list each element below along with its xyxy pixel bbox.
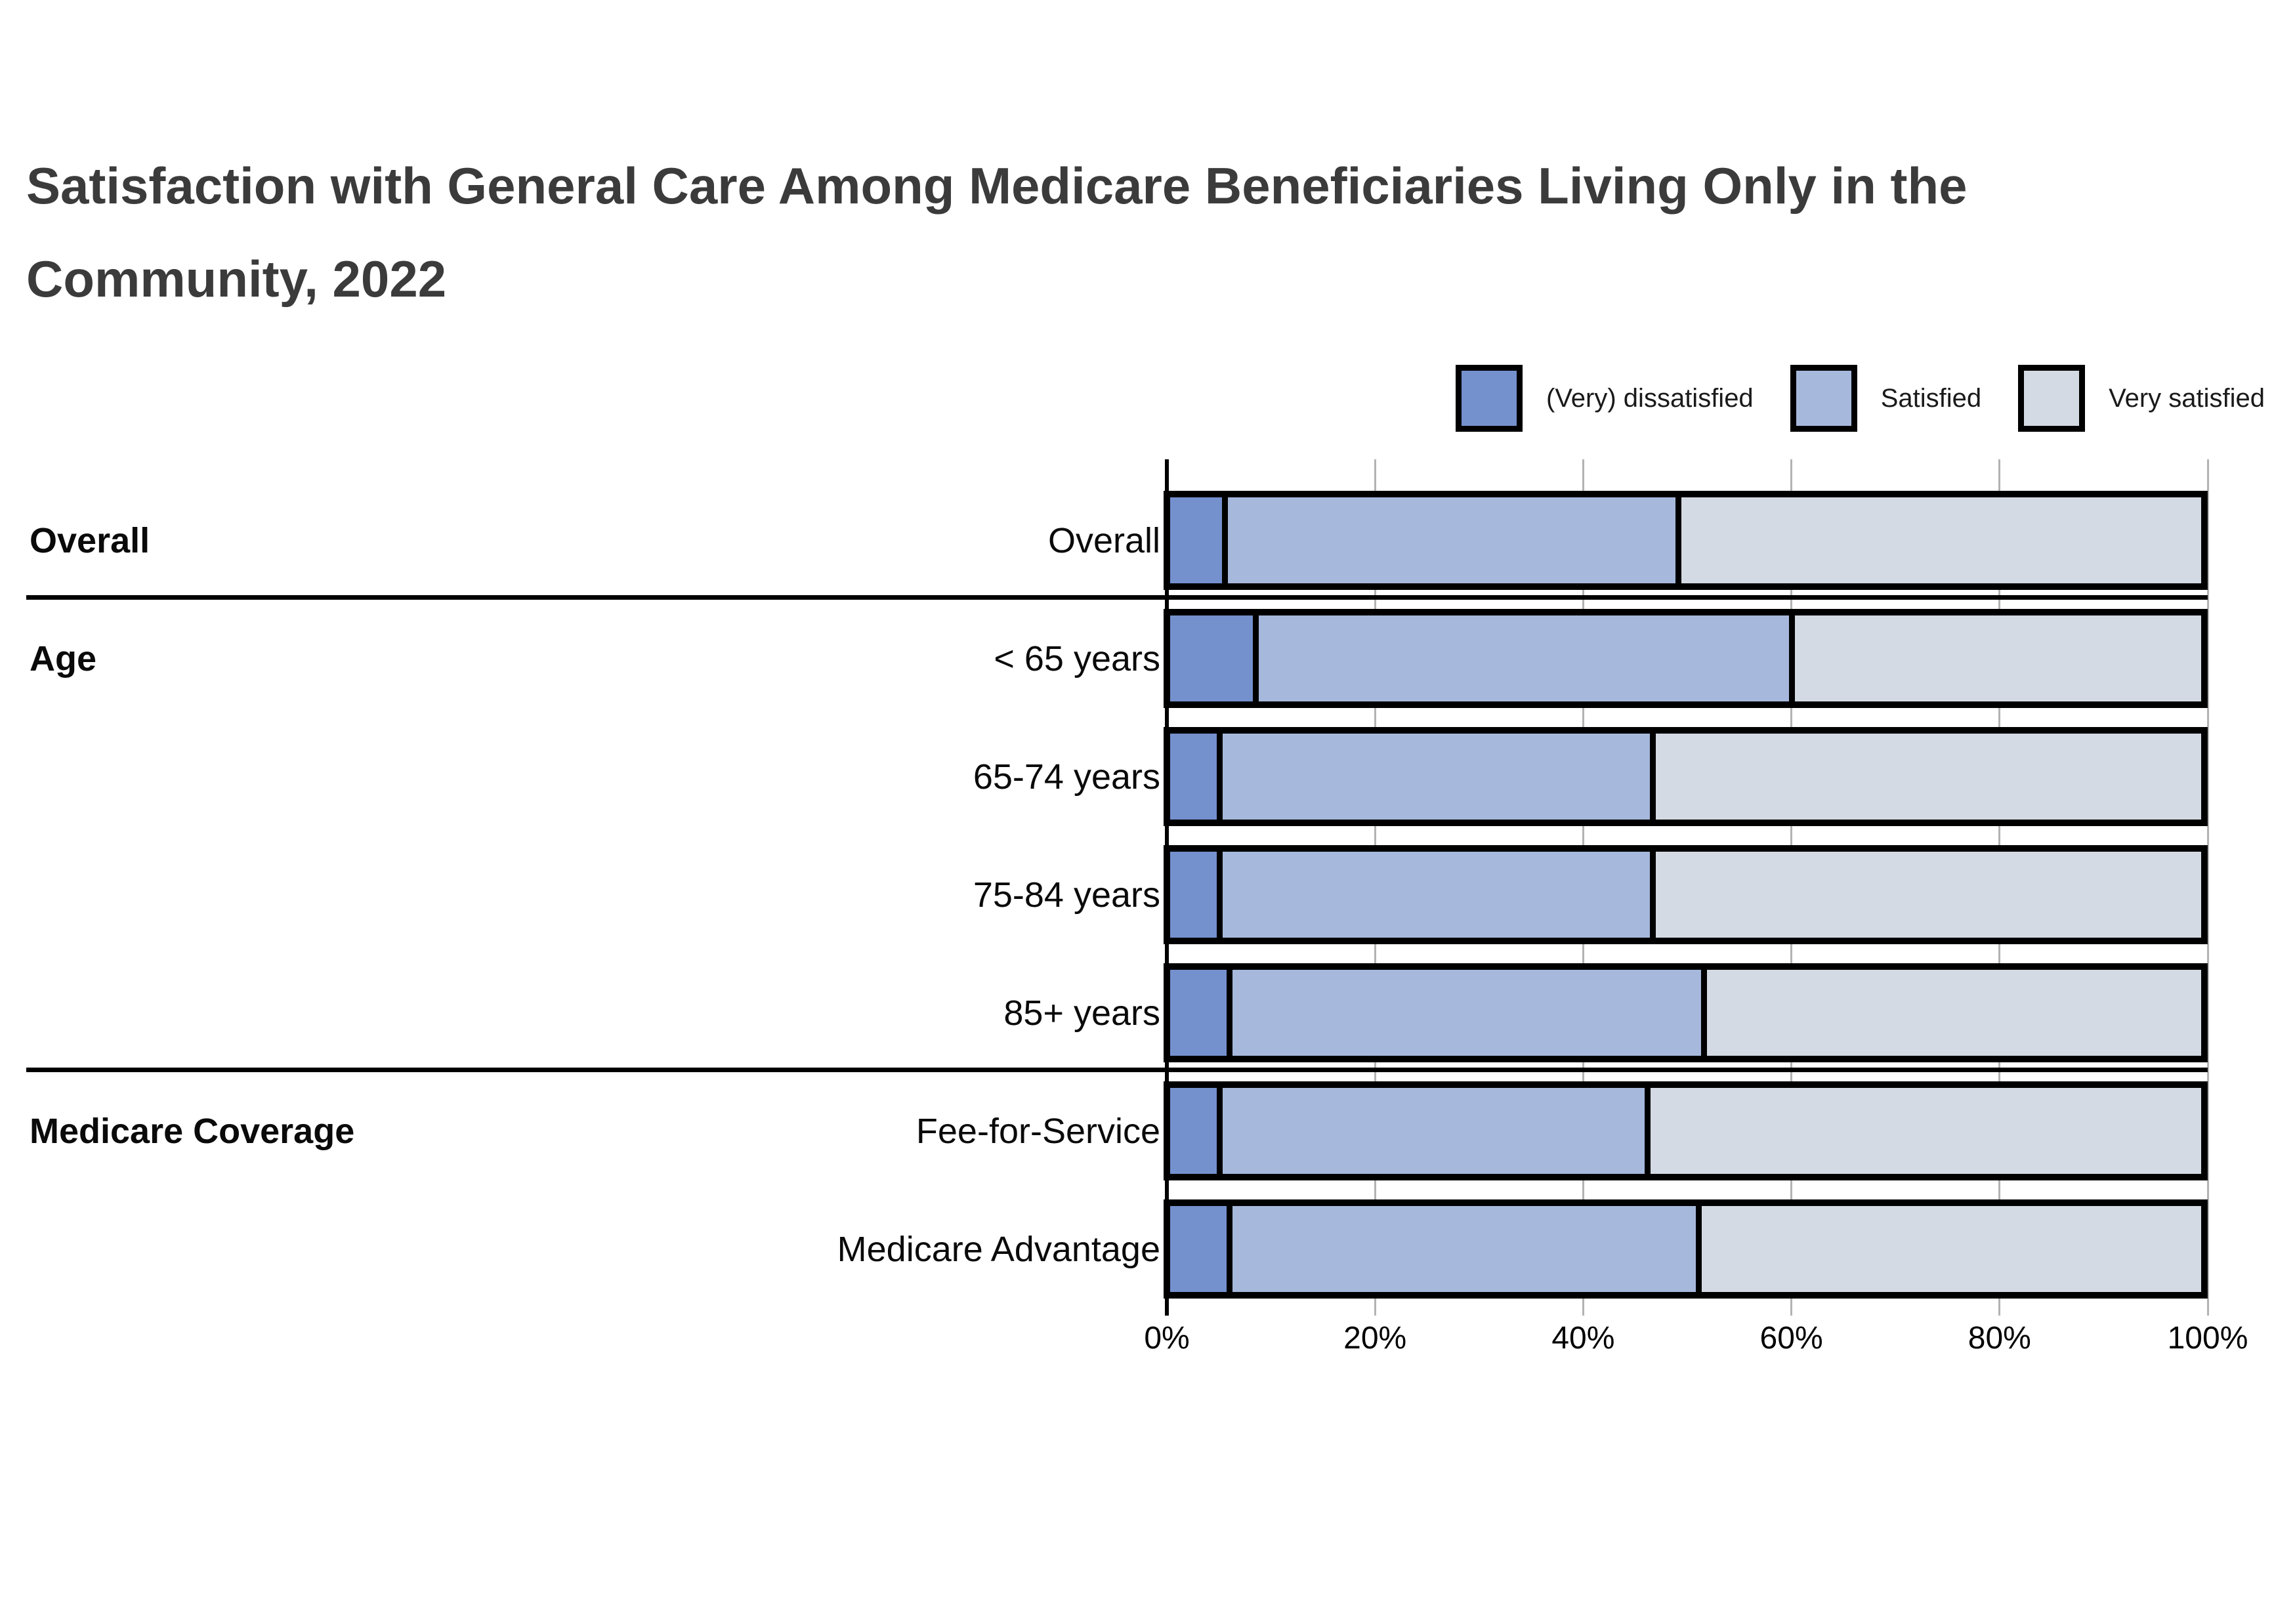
bar-segment-satisfied <box>1252 615 1789 701</box>
bar-row <box>1164 1081 2208 1180</box>
gridline-100pct <box>2206 459 2209 1316</box>
x-tick-label: 0% <box>1144 1321 1190 1356</box>
bar-segment-very-dissatisfied <box>1170 497 1222 583</box>
bar-segment-satisfied <box>1216 1088 1645 1174</box>
bar-segment-very-dissatisfied <box>1170 970 1227 1056</box>
legend-item: Very satisfied <box>2018 365 2265 432</box>
bar-row <box>1164 727 2208 826</box>
legend-swatch-satisfied <box>1790 365 1857 432</box>
bar-row <box>1164 963 2208 1062</box>
group-separator <box>26 595 2208 600</box>
bar-segment-satisfied <box>1221 497 1675 583</box>
legend-label: (Very) dissatisfied <box>1546 383 1754 413</box>
legend-label: Very satisfied <box>2109 383 2265 413</box>
x-tick-label: 20% <box>1343 1321 1407 1356</box>
x-tick-label: 80% <box>1968 1321 2031 1356</box>
legend-swatch-dissatisfied <box>1456 365 1523 432</box>
chart-title: Satisfaction with General Care Among Med… <box>26 139 1968 325</box>
bar-segment-satisfied <box>1227 1206 1696 1292</box>
row-label: 85+ years <box>1003 993 1160 1033</box>
row-label: 65-74 years <box>973 757 1160 797</box>
bar-segment-satisfied <box>1216 734 1650 820</box>
row-label: Medicare Advantage <box>837 1229 1160 1269</box>
bar-segment-very-satisfied <box>1701 970 2201 1056</box>
group-label-medicare-coverage: Medicare Coverage <box>30 1111 355 1151</box>
bar-row <box>1164 845 2208 944</box>
bar-segment-very-dissatisfied <box>1170 615 1253 701</box>
row-label: < 65 years <box>994 638 1160 678</box>
bar-segment-very-dissatisfied <box>1170 734 1217 820</box>
x-tick-label: 60% <box>1759 1321 1823 1356</box>
group-label-overall: Overall <box>30 520 150 560</box>
bar-segment-very-dissatisfied <box>1170 1088 1217 1174</box>
legend: (Very) dissatisfied Satisfied Very satisfi… <box>1456 365 2265 432</box>
bar-segment-very-satisfied <box>1788 615 2201 701</box>
bar-segment-very-satisfied <box>1649 734 2201 820</box>
legend-item: Satisfied <box>1790 365 1981 432</box>
bar-segment-very-dissatisfied <box>1170 1206 1227 1292</box>
row-label: Overall <box>1047 520 1160 560</box>
legend-label: Satisfied <box>1880 383 1982 413</box>
bar-row <box>1164 491 2208 590</box>
bar-row <box>1164 609 2208 708</box>
chart-title-line2: Community, 2022 <box>26 250 447 308</box>
x-tick-label: 100% <box>2167 1321 2248 1356</box>
group-label-age: Age <box>30 638 97 678</box>
legend-swatch-very-satisfied <box>2018 365 2086 432</box>
bar-segment-satisfied <box>1216 852 1650 938</box>
legend-item: (Very) dissatisfied <box>1456 365 1754 432</box>
bar-segment-very-satisfied <box>1649 852 2201 938</box>
group-separator <box>26 1068 2208 1072</box>
row-label: 75-84 years <box>973 875 1160 915</box>
bar-segment-very-satisfied <box>1696 1206 2201 1292</box>
row-label: Fee-for-Service <box>916 1111 1160 1151</box>
x-tick-label: 40% <box>1551 1321 1615 1356</box>
bar-segment-satisfied <box>1227 970 1702 1056</box>
bar-segment-very-satisfied <box>1675 497 2201 583</box>
bar-row <box>1164 1199 2208 1299</box>
bar-segment-very-satisfied <box>1644 1088 2201 1174</box>
chart-title-line1: Satisfaction with General Care Among Med… <box>26 157 1968 215</box>
bar-segment-very-dissatisfied <box>1170 852 1217 938</box>
